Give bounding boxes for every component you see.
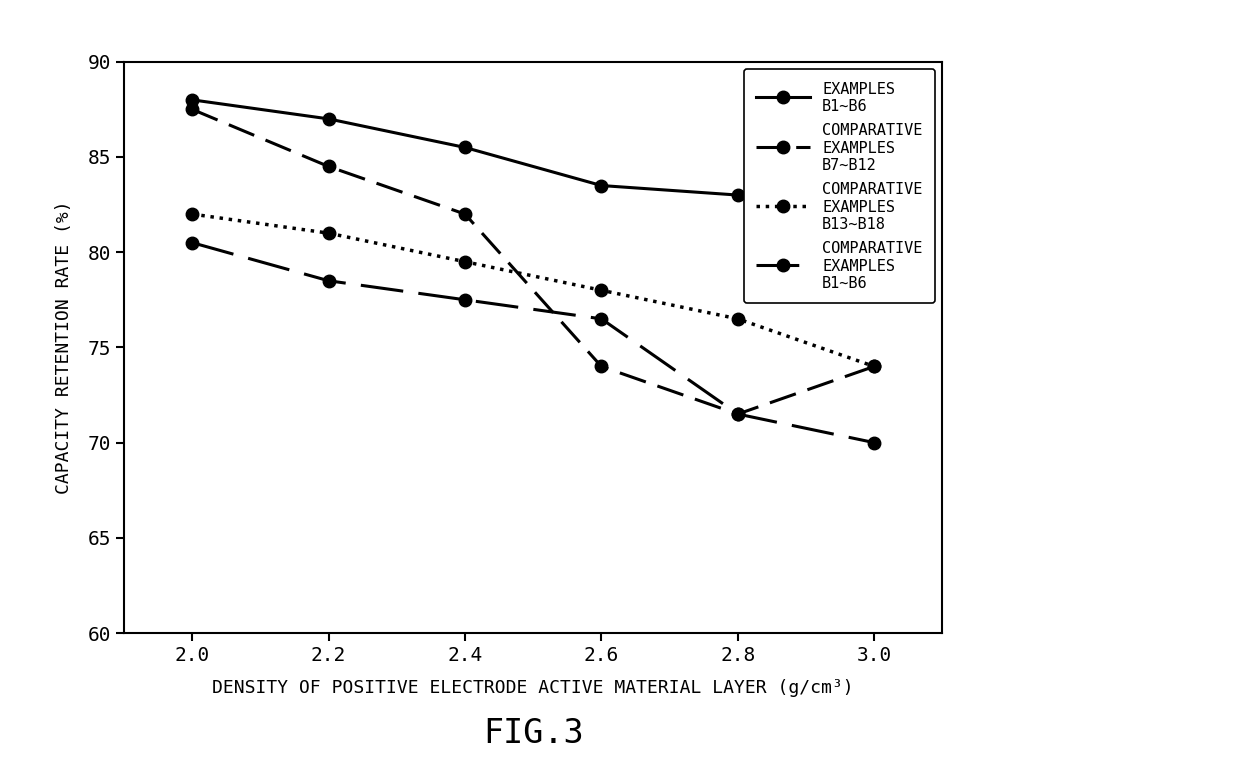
Legend: EXAMPLES
B1~B6, COMPARATIVE
EXAMPLES
B7~B12, COMPARATIVE
EXAMPLES
B13~B18, COMPA: EXAMPLES B1~B6, COMPARATIVE EXAMPLES B7~… — [744, 69, 935, 303]
Text: FIG.3: FIG.3 — [482, 717, 584, 750]
Y-axis label: CAPACITY RETENTION RATE (%): CAPACITY RETENTION RATE (%) — [56, 201, 73, 494]
X-axis label: DENSITY OF POSITIVE ELECTRODE ACTIVE MATERIAL LAYER (g/cm³): DENSITY OF POSITIVE ELECTRODE ACTIVE MAT… — [212, 679, 854, 697]
